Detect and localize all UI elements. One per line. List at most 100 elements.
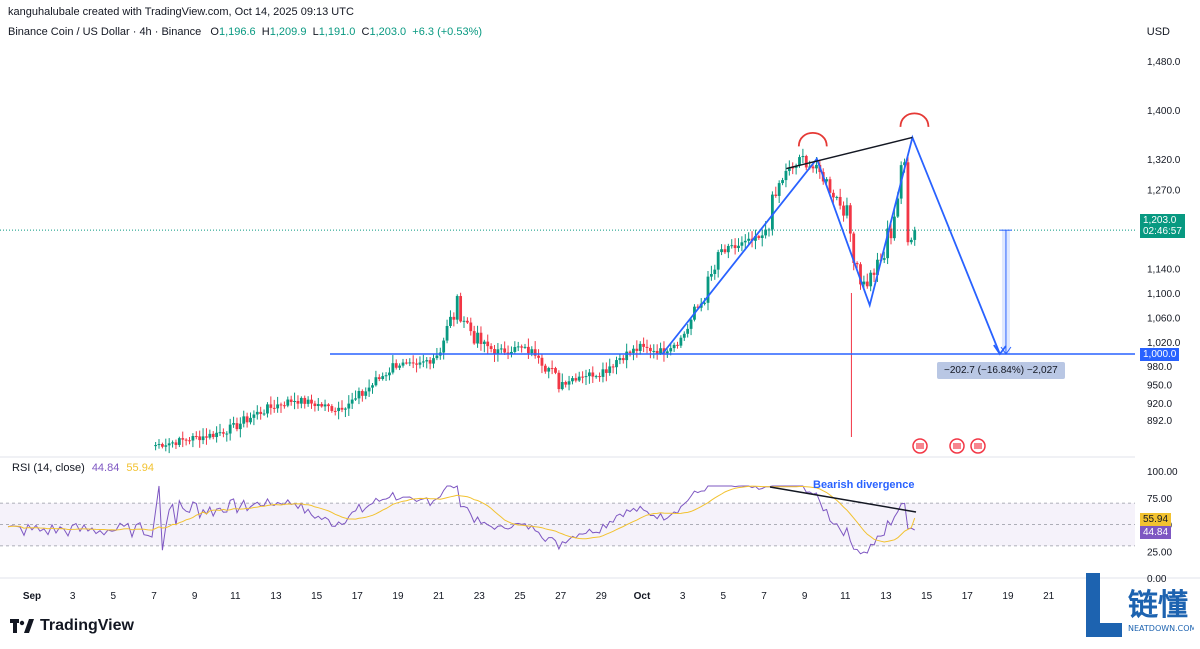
candle-body <box>445 325 449 341</box>
candle-body <box>184 439 188 441</box>
candle-body <box>388 372 391 376</box>
candle-body <box>709 273 713 277</box>
candle-body <box>530 349 534 354</box>
candle-body <box>418 362 422 365</box>
candle-body <box>537 355 540 358</box>
rsi-tick-label: 100.00 <box>1147 467 1178 478</box>
candle-body <box>547 368 551 372</box>
brand-name: TradingView <box>40 617 134 634</box>
candle-body <box>869 272 873 287</box>
candle-body <box>554 368 557 373</box>
candle-body <box>571 378 574 382</box>
candle-body <box>333 410 337 412</box>
tradingview-icon <box>10 619 34 633</box>
candle-body <box>479 332 483 344</box>
candle-body <box>703 302 707 304</box>
candle-body <box>679 337 683 346</box>
x-tick-label: 29 <box>596 591 608 602</box>
candle-body <box>262 413 266 415</box>
candle-body <box>774 194 778 196</box>
candle-body <box>218 432 222 434</box>
y-tick-label: 1,320.0 <box>1147 155 1181 166</box>
x-tick-label: 13 <box>880 591 892 602</box>
candle-body <box>493 349 496 355</box>
candle-body <box>831 192 835 198</box>
candle-body <box>560 382 564 390</box>
candle-body <box>398 365 402 368</box>
candle-body <box>411 362 415 364</box>
candle-body <box>465 320 469 323</box>
candle-body <box>272 407 276 409</box>
candle-body <box>584 376 588 378</box>
candle-body <box>486 341 490 347</box>
candle-body <box>428 360 432 364</box>
y-tick-label: 920.0 <box>1147 399 1172 410</box>
candle-body <box>872 272 876 275</box>
x-tick-label: 5 <box>111 591 117 602</box>
rsi-legend[interactable]: RSI (14, close) 44.84 55.94 <box>12 462 154 474</box>
x-tick-label: 19 <box>392 591 404 602</box>
candle-body <box>686 328 690 334</box>
candle-body <box>449 316 452 326</box>
candle-body <box>716 252 720 270</box>
candle-body <box>557 372 561 390</box>
candle-body <box>787 167 791 171</box>
candle-body <box>642 343 646 347</box>
flag-body <box>974 443 982 449</box>
close-label: C <box>361 26 370 38</box>
candle-body <box>645 346 649 348</box>
candle-body <box>191 436 195 441</box>
candle-body <box>669 348 673 352</box>
candle-body <box>330 406 334 411</box>
candle-body <box>337 407 341 412</box>
candle-body <box>587 372 591 377</box>
candle-body <box>188 440 191 442</box>
candle-body <box>286 399 290 406</box>
candle-body <box>526 346 530 354</box>
flag-body <box>916 443 924 449</box>
candle-body <box>279 404 283 406</box>
candle-body <box>513 347 517 352</box>
y-tick-label: 1,060.0 <box>1147 313 1181 324</box>
candle-body <box>208 433 212 438</box>
x-tick-label: Oct <box>634 591 651 602</box>
candle-body <box>157 444 161 446</box>
candle-body <box>635 348 639 351</box>
candle-body <box>391 363 395 373</box>
candle-body <box>371 385 374 388</box>
candle-body <box>909 239 913 243</box>
candle-body <box>482 341 486 344</box>
candle-body <box>740 242 744 246</box>
symbol-legend[interactable]: Binance Coin / US Dollar · 4h · Binance … <box>8 26 482 38</box>
candle-body <box>747 238 751 241</box>
target-arrowhead <box>993 344 1007 356</box>
symbol-name: Binance Coin / US Dollar · 4h · Binance <box>8 26 202 38</box>
candle-body <box>177 438 181 445</box>
candle-body <box>581 376 585 378</box>
candle-body <box>276 404 280 409</box>
x-tick-label: 15 <box>311 591 323 602</box>
candle-body <box>665 351 669 354</box>
candle-body <box>283 405 286 407</box>
candle-body <box>876 259 879 275</box>
candle-body <box>859 264 862 285</box>
currency-label[interactable]: USD <box>1146 26 1170 38</box>
candle-body <box>194 436 198 438</box>
x-tick-label: 17 <box>962 591 974 602</box>
candle-body <box>316 404 320 407</box>
x-tick-label: 3 <box>70 591 76 602</box>
candle-body <box>621 358 625 361</box>
candle-body <box>425 360 429 362</box>
rsi-tick-label: 25.00 <box>1147 547 1172 558</box>
candle-body <box>533 349 537 356</box>
bar-countdown: 02:46:57 <box>1143 226 1182 237</box>
candle-body <box>838 196 842 206</box>
candle-body <box>459 296 463 322</box>
candle-body <box>784 170 788 181</box>
candle-body <box>310 399 313 404</box>
candle-body <box>733 245 737 249</box>
candle-body <box>632 348 635 353</box>
candle-body <box>269 404 273 408</box>
candle-body <box>255 411 259 415</box>
